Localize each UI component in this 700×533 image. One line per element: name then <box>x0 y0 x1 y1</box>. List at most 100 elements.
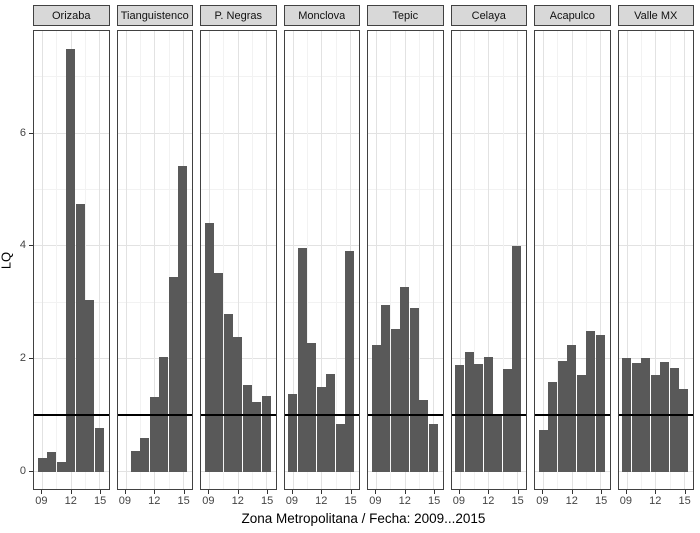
bar-orizaba-2010 <box>47 451 57 472</box>
bar-tianguistenco-2010 <box>130 450 140 472</box>
x-axis: 09 12 15 <box>200 490 277 516</box>
gridline-major-v <box>433 31 435 489</box>
x-axis-tick-label: 15 <box>94 495 107 507</box>
x-axis-tick <box>375 490 377 494</box>
bar-tepic-2012 <box>400 287 410 472</box>
bar-orizaba-2011 <box>56 461 66 472</box>
y-axis-tick <box>29 358 33 360</box>
facet-p-negras: P. Negras 09 12 15 <box>200 5 277 516</box>
facet-celaya: Celaya 09 12 15 <box>450 5 527 516</box>
facet-panel <box>200 30 277 490</box>
x-axis-tick <box>154 490 156 494</box>
facet-strip-label: Tianguistenco <box>120 9 189 22</box>
x-axis-tick-label: 09 <box>118 495 131 507</box>
bar-celaya-2015 <box>512 245 522 472</box>
bar-monclova-2014 <box>335 424 345 472</box>
x-axis-tick <box>571 490 573 494</box>
bar-p-negras-2013 <box>242 384 252 472</box>
x-axis-tick-label: 15 <box>595 495 608 507</box>
bar-p-negras-2015 <box>261 396 271 472</box>
bar-tianguistenco-2012 <box>149 397 159 472</box>
x-axis-tick <box>208 490 210 494</box>
x-axis-tick <box>183 490 185 494</box>
bar-acapulco-2010 <box>548 381 558 472</box>
y-axis-tick <box>29 471 33 472</box>
gridline-minor-v <box>669 31 671 489</box>
bar-tepic-2014 <box>419 400 429 472</box>
facet-tepic: Tepic 09 12 15 <box>367 5 444 516</box>
x-axis-tick-label: 15 <box>177 495 190 507</box>
bar-orizaba-2013 <box>75 204 85 472</box>
facet-monclova: Monclova 09 12 15 <box>283 5 361 516</box>
x-axis-tick-label: 15 <box>678 495 691 507</box>
facet-strip-label: P. Negras <box>214 9 263 22</box>
bar-p-negras-2010 <box>214 273 224 472</box>
gridline-major-v <box>404 31 406 489</box>
bar-valle-mx-2015 <box>679 388 689 472</box>
bar-tianguistenco-2014 <box>168 276 178 472</box>
gridline-major-v <box>99 31 101 489</box>
facet-strip: Orizaba <box>33 5 110 26</box>
x-axis-tick <box>41 490 43 494</box>
gridline-major-v <box>655 31 657 489</box>
bar-tepic-2011 <box>390 328 400 472</box>
gridline-major-v <box>237 31 239 489</box>
gridline-minor-v <box>419 31 421 489</box>
facet-strip: Monclova <box>283 5 360 26</box>
gridline-major-v <box>42 31 44 489</box>
bar-acapulco-2011 <box>557 360 567 472</box>
reference-line <box>284 414 359 416</box>
gridline-minor-v <box>139 31 141 489</box>
x-axis-tick-label: 09 <box>285 495 298 507</box>
bar-monclova-2015 <box>345 250 355 472</box>
bar-acapulco-2014 <box>586 331 596 472</box>
gridline-minor-v <box>557 31 559 489</box>
facet-strip: Celaya <box>450 5 527 26</box>
facet-strip-label: Monclova <box>298 9 346 22</box>
x-axis-tick <box>517 490 519 494</box>
bar-tepic-2010 <box>381 305 391 472</box>
bar-monclova-2013 <box>326 373 336 472</box>
x-axis-tick-label: 15 <box>344 495 357 507</box>
y-axis-tick <box>29 132 33 134</box>
x-axis-tick <box>291 490 293 494</box>
x-axis: 09 12 15 <box>284 490 361 516</box>
reference-line <box>618 414 693 416</box>
facet-strip: P. Negras <box>200 5 277 26</box>
bar-tepic-2013 <box>409 308 419 472</box>
facet-acapulco: Acapulco 09 12 15 <box>534 5 611 516</box>
x-axis-tick <box>601 490 603 494</box>
bar-celaya-2009 <box>455 364 465 472</box>
bar-celaya-2013 <box>493 414 503 472</box>
facet-panel <box>617 30 694 490</box>
x-axis-tick-label: 15 <box>261 495 274 507</box>
facet-panel <box>534 30 611 490</box>
x-axis-tick-label: 12 <box>64 495 77 507</box>
reference-line <box>368 414 443 416</box>
bar-valle-mx-2012 <box>650 375 660 472</box>
x-axis-tick-label: 09 <box>619 495 632 507</box>
gridline-major-v <box>488 31 490 489</box>
y-axis-tick-label: 2 <box>19 352 26 365</box>
gridline-major-v <box>125 31 127 489</box>
x-axis-tick-label: 12 <box>565 495 578 507</box>
facet-strip-label: Valle MX <box>634 9 678 22</box>
gridline-minor-v <box>335 31 337 489</box>
gridline-major-v <box>292 31 294 489</box>
bar-monclova-2012 <box>316 386 326 472</box>
gridline-minor-v <box>56 31 58 489</box>
bar-celaya-2014 <box>502 368 512 472</box>
x-axis-tick-label: 12 <box>398 495 411 507</box>
gridline-major-v <box>683 31 685 489</box>
bar-monclova-2010 <box>297 248 307 472</box>
facet-tianguistenco: Tianguistenco 09 12 15 <box>116 5 193 516</box>
bar-orizaba-2014 <box>85 299 95 472</box>
gridline-minor-v <box>306 31 308 489</box>
x-axis-tick <box>684 490 686 494</box>
bar-tianguistenco-2015 <box>178 166 188 472</box>
x-axis-tick <box>321 490 323 494</box>
gridline-minor-v <box>586 31 588 489</box>
facet-orizaba: Orizaba 09 12 15 <box>33 5 110 516</box>
x-axis-tick-label: 09 <box>35 495 48 507</box>
x-axis: 09 12 15 <box>618 490 695 516</box>
